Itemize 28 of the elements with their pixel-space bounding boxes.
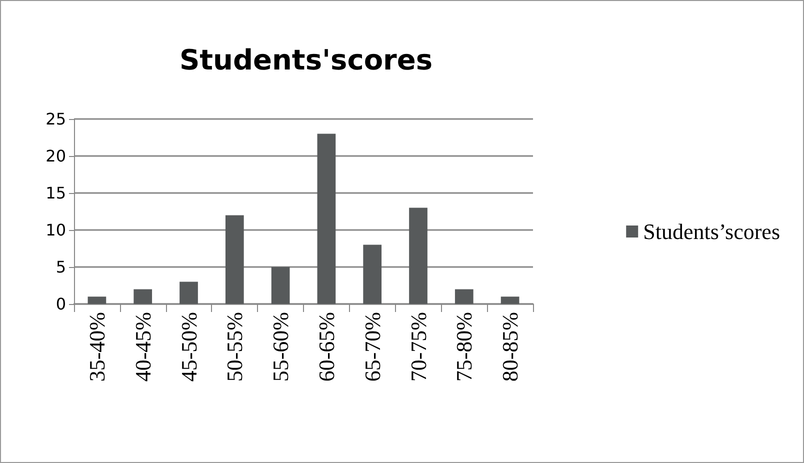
bar [317,134,336,304]
y-tick-label: 15 [46,184,66,202]
y-tick-label: 25 [46,110,66,128]
y-tick-label: 5 [56,258,66,276]
bar [409,208,428,304]
bar [225,215,244,304]
y-tick-label: 0 [56,294,66,314]
chart-title: Students'scores [179,44,433,76]
bar [363,244,382,304]
x-tick-label: 70-75% [406,312,431,382]
bar [500,296,520,304]
x-tick-label: 65-70% [360,312,385,382]
bar [271,267,290,304]
x-tick-label: 40-45% [130,312,156,382]
x-tick-label: 35-40% [84,312,110,382]
bar [454,289,474,304]
x-tick-label: 50-55% [222,312,248,382]
x-tick-label: 45-50% [176,312,202,382]
y-tick-label: 20 [46,146,66,166]
legend-label: Students’scores [643,219,780,244]
bar [134,289,152,304]
x-tick-label: 80-85% [498,312,523,382]
x-tick-label: 60-65% [314,312,339,382]
bar [88,296,106,304]
x-tick-label: 75-80% [452,312,477,382]
bar [180,282,198,304]
x-tick-label: 55-60% [268,312,294,382]
y-tick-label: 10 [46,220,66,240]
